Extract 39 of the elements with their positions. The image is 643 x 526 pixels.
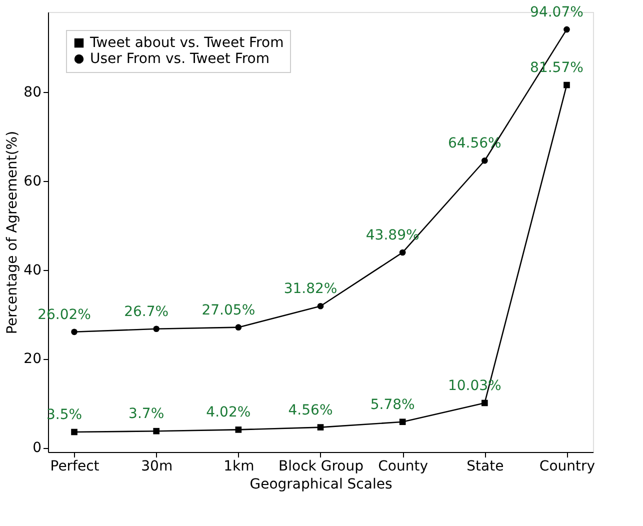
x-tick-label: State (466, 458, 504, 474)
data-label: 4.02% (206, 404, 251, 421)
y-tick-label: 80 (24, 84, 42, 100)
point (399, 249, 406, 256)
point (317, 424, 324, 430)
x-tick-label: 30m (141, 458, 173, 474)
data-label: 43.89% (366, 227, 420, 244)
legend-label: Tweet about vs. Tweet From (89, 35, 284, 51)
point (481, 157, 488, 164)
y-axis-title: Percentage of Agreement(%) (4, 130, 21, 334)
point (481, 400, 488, 406)
data-label: 27.05% (202, 302, 256, 318)
y-tick-label: 20 (24, 351, 42, 368)
data-label: 3.7% (128, 406, 164, 422)
data-label: 5.78% (370, 396, 415, 413)
point (399, 418, 406, 426)
y-tick-label: 0 (32, 440, 42, 456)
point (235, 426, 242, 433)
data-label: 26.7% (124, 304, 169, 320)
data-label: 4.56% (288, 402, 333, 418)
point (564, 26, 570, 33)
x-tick-label: 1km (224, 458, 254, 474)
y-tick-label: 40 (24, 262, 42, 278)
x-tick-label: Country (539, 458, 596, 474)
x-tick-label: Perfect (50, 458, 100, 474)
point (153, 326, 160, 332)
point (71, 328, 78, 336)
x-tick-label: Block Group (278, 458, 364, 474)
data-label: 94.07% (530, 4, 584, 20)
point (564, 82, 570, 88)
point (153, 428, 160, 434)
x-tick-label: County (378, 458, 428, 474)
legend-label: User From vs. Tweet From (90, 51, 270, 67)
data-label: 31.82% (284, 281, 338, 298)
y-tick-label: 60 (24, 173, 42, 190)
point (235, 324, 242, 330)
point (317, 302, 324, 310)
x-axis-title: Geographical Scales (250, 476, 392, 492)
point (71, 428, 78, 436)
